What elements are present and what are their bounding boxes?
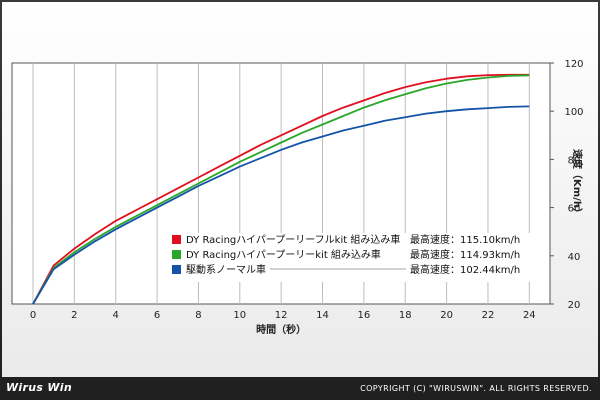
x-tick-label-7: 14: [316, 310, 329, 321]
series-line-0: [32, 73, 530, 305]
x-tick-label-12: 24: [523, 310, 536, 321]
legend-label-0: DY Racingハイパープーリーフルkit 組み込み車: [186, 233, 400, 246]
x-tick-label-4: 8: [195, 310, 201, 321]
copyright-text: COPYRIGHT (C) "WIRUSWIN". ALL RIGHTS RES…: [360, 384, 592, 393]
series-line-1: [32, 74, 530, 305]
x-axis-title: 時間（秒）: [256, 323, 306, 336]
legend-label-1: DY Racingハイパープーリーkit 組み込み車: [186, 248, 381, 261]
legend-note-2: 最高速度：102.44km/h: [410, 263, 520, 276]
legend-note-1: 最高速度：114.93km/h: [410, 248, 520, 261]
legend-note-0: 最高速度：115.10km/h: [410, 233, 520, 246]
x-tick-label-6: 12: [275, 310, 288, 321]
y-tick-label-0: 20: [568, 300, 581, 311]
x-tick-label-8: 16: [358, 310, 371, 321]
legend-label-2: 駆動系ノーマル車: [186, 263, 266, 276]
x-tick-label-10: 20: [440, 310, 453, 321]
y-tick-label-4: 100: [564, 107, 583, 118]
brand-logo: Wirus Win: [6, 381, 72, 394]
x-tick-label-1: 2: [71, 310, 77, 321]
x-tick-label-0: 0: [30, 310, 36, 321]
legend-box: [166, 233, 539, 282]
y-tick-label-2: 60: [568, 204, 581, 215]
legend-swatch-1: [172, 250, 181, 259]
chart-panel: 0 2 4 6 8 10 12 14 16 18 20 22 24 20 40 60 80 100 120 時間（秒）…: [2, 2, 598, 377]
x-tick-label-2: 4: [113, 310, 119, 321]
y-tick-label-5: 120: [564, 59, 583, 70]
x-tick-label-11: 22: [482, 310, 495, 321]
x-tick-label-5: 10: [233, 310, 246, 321]
speed-chart: 0 2 4 6 8 10 12 14 16 18 20 22 2420406080100120時間（秒）…: [11, 59, 584, 336]
y-tick-label-1: 40: [568, 252, 581, 263]
x-tick-label-9: 18: [399, 310, 412, 321]
x-tick-label-3: 6: [154, 310, 160, 321]
legend-swatch-2: [172, 265, 181, 274]
legend-swatch-0: [172, 235, 181, 244]
y-axis-title: 速度（Km/h）: [571, 149, 584, 218]
series-line-2: [32, 105, 530, 305]
y-tick-label-3: 80: [568, 155, 581, 166]
